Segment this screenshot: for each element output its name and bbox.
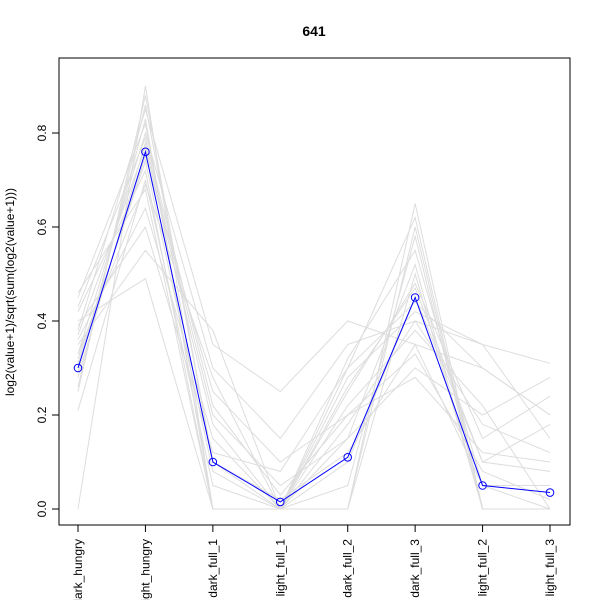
y-tick-label: 0.4 (35, 312, 49, 329)
highlight-series (73, 147, 555, 507)
highlight-point (410, 293, 420, 302)
y-tick-label: 0.2 (35, 406, 49, 423)
background-series-line (77, 225, 551, 472)
highlight-point (275, 497, 285, 507)
background-series-line (77, 121, 550, 510)
background-series-line (77, 183, 551, 510)
x-tick-label: dark_full_1 (206, 539, 220, 598)
background-series-line (77, 107, 551, 416)
highlight-point (73, 363, 83, 373)
highlight-point (545, 488, 555, 497)
background-series-line (77, 131, 551, 440)
x-tick-label: dark_full_2 (341, 539, 355, 598)
highlight-point (208, 457, 218, 467)
background-series-line (77, 206, 551, 510)
y-tick-label: 0.6 (35, 218, 49, 235)
highlight-point (343, 453, 353, 462)
chart-title: 641 (302, 23, 326, 39)
background-series-line (77, 104, 550, 501)
y-axis: 0.0 0.2 0.4 0.6 0.8 (35, 124, 60, 517)
background-series-line (77, 145, 551, 510)
highlight-point (478, 481, 487, 490)
x-tick-label: dark_full_3 (408, 539, 422, 598)
x-tick-label: dark_hungry (71, 539, 85, 600)
background-series-line (77, 159, 551, 510)
x-tick-label: light_full_2 (476, 539, 490, 597)
background-series-line (77, 154, 551, 463)
highlight-point (141, 147, 150, 157)
background-series-line (77, 179, 551, 510)
y-axis-label: log2(value+1)/sqrt(sum(log2(value+1))) (3, 188, 17, 396)
x-tick-label: light_full_3 (543, 539, 557, 597)
background-series-line (77, 136, 551, 501)
background-series-line (77, 169, 550, 510)
y-tick-label: 0.8 (35, 124, 49, 141)
x-tick-label: light_full_1 (273, 539, 287, 597)
y-tick-label: 0.0 (35, 500, 49, 517)
plot-lines (77, 85, 551, 510)
x-tick-label: light_hungry (138, 539, 152, 600)
background-series-line (77, 277, 551, 510)
highlight-series-line (77, 149, 551, 503)
x-axis: dark_hungry light_hungry dark_full_1 light_… (71, 524, 557, 600)
